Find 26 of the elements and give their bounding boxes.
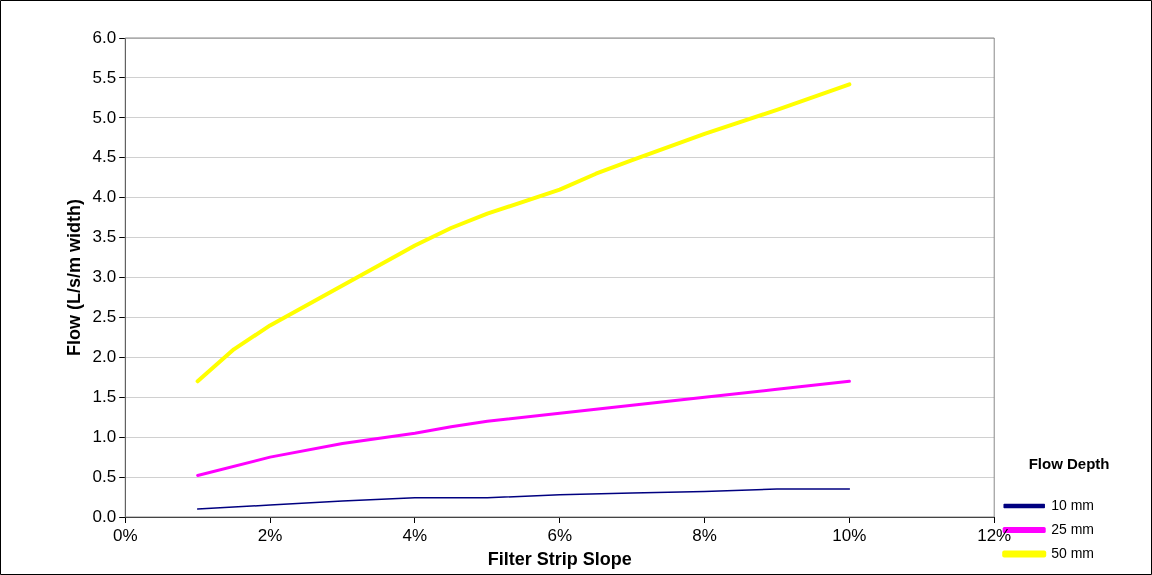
- x-tick-label: 12%: [977, 525, 1012, 545]
- x-tick-label: 2%: [257, 525, 283, 545]
- y-tick-label: 6.0: [92, 27, 117, 47]
- y-tick-label: 0.5: [92, 466, 117, 486]
- x-tick-label: 10%: [832, 525, 867, 545]
- y-tick-label: 4.0: [92, 187, 117, 207]
- x-tick-label: 0%: [112, 525, 138, 545]
- y-tick-label: 0.0: [92, 506, 117, 526]
- y-tick-label: 4.5: [92, 147, 117, 167]
- y-tick-label: 3.0: [92, 267, 117, 287]
- y-axis-title: Flow (L/s/m width): [63, 199, 84, 356]
- y-tick-label: 2.0: [92, 347, 117, 367]
- legend-label: 10 mm: [1051, 496, 1095, 513]
- y-tick-label: 1.0: [92, 426, 117, 446]
- x-tick-label: 4%: [402, 525, 428, 545]
- y-tick-label: 2.5: [92, 307, 117, 327]
- y-tick-label: 1.5: [92, 386, 117, 406]
- legend-title: Flow Depth: [1028, 454, 1110, 472]
- y-tick-label: 5.5: [92, 67, 117, 87]
- legend-label: 50 mm: [1051, 544, 1095, 561]
- x-tick-label: 6%: [547, 525, 573, 545]
- y-tick-label: 3.5: [92, 227, 117, 247]
- x-tick-label: 8%: [692, 525, 717, 545]
- y-tick-label: 5.0: [92, 107, 117, 127]
- x-axis-title: Filter Strip Slope: [487, 549, 632, 570]
- legend-label: 25 mm: [1051, 520, 1095, 537]
